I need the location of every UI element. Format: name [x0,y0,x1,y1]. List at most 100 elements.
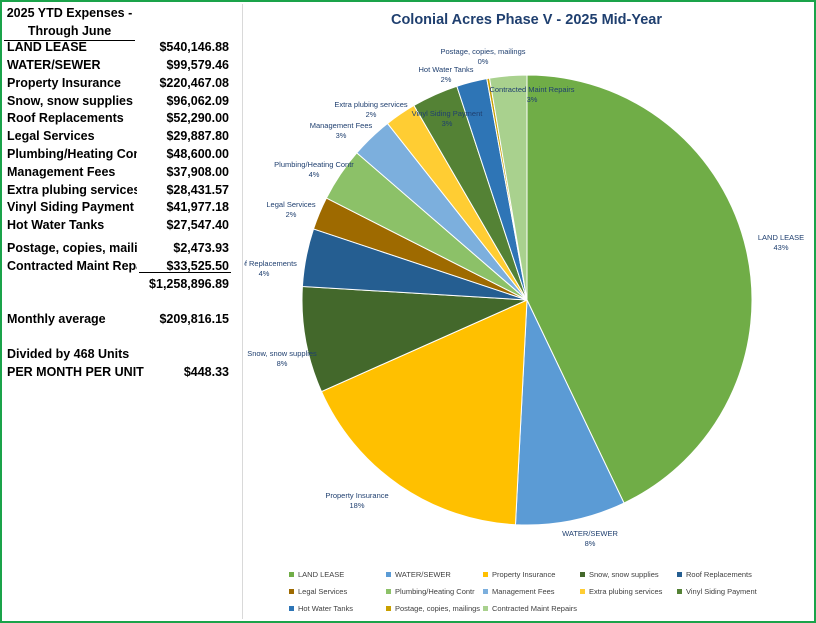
slice-label: WATER/SEWER [562,529,618,538]
expense-label: Property Insurance [7,76,121,90]
expense-label: Postage, copies, mailings [7,241,137,255]
slice-percent-label: 3% [527,95,538,104]
legend-label: Legal Services [298,587,348,596]
expense-label: Management Fees [7,165,116,179]
expense-label: Snow, snow supplies [7,94,133,108]
per-unit-label: PER MONTH PER UNIT [7,365,144,379]
legend-swatch [386,588,391,594]
slice-label: Vinyl Siding Payment [412,109,484,118]
slice-percent-label: 8% [585,539,596,548]
legend-item: Vinyl Siding Payment [677,584,757,600]
legend-item: LAND LEASE [289,567,344,583]
slice-label: Management Fees [310,121,373,130]
expense-row: Roof Replacements $52,290.00 [7,111,229,129]
legend-swatch [289,571,294,577]
expense-row: Plumbing/Heating Contr $48,600.00 [7,147,229,165]
legend-label: Management Fees [492,587,555,596]
expense-row: Property Insurance $220,467.08 [7,76,229,94]
legend-swatch [386,605,391,611]
divided-label: Divided by 468 Units [7,347,130,361]
pie-slice [488,74,528,301]
legend-item: Contracted Maint Repairs [483,601,577,617]
header-line-2: Through June [27,24,112,38]
pie-slice [514,299,625,526]
expense-amount: $29,887.80 [166,129,229,143]
expense-row: LAND LEASE $540,146.88 [7,40,229,58]
slice-percent-label: 18% [349,501,364,510]
legend-label: Snow, snow supplies [589,570,659,579]
chart-legend: LAND LEASE WATER/SEWER Property Insurance S… [289,567,809,619]
slice-label: Roof Replacements [244,259,297,268]
pie-slice [301,285,528,393]
sheet-header: 2025 YTD Expenses - Through June [4,4,135,41]
expense-label: Legal Services [7,129,95,143]
expense-row: Postage, copies, mailings $2,473.93 [7,241,229,259]
slice-percent-label: 2% [366,110,377,119]
expense-row: Extra plubing services $28,431.57 [7,183,229,201]
slice-label: Legal Services [266,200,315,209]
legend-label: Property Insurance [492,570,556,579]
expense-row: Vinyl Siding Payment $41,977.18 [7,200,229,218]
legend-label: Extra plubing services [589,587,663,596]
slice-percent-label: 3% [442,119,453,128]
legend-label: Plumbing/Heating Contr [395,587,475,596]
expense-label: Roof Replacements [7,111,124,125]
expense-row: Contracted Maint Repairs $33,525.50 [7,259,229,277]
legend-swatch [580,588,585,594]
slice-label: Contracted Maint Repairs [489,85,574,94]
legend-item: Extra plubing services [580,584,662,600]
chart-title: Colonial Acres Phase V - 2025 Mid-Year [390,12,663,28]
legend-label: Postage, copies, mailings [395,604,481,613]
expense-row: Management Fees $37,908.00 [7,165,229,183]
legend-item: Roof Replacements [677,567,752,583]
legend-label: Hot Water Tanks [298,604,354,613]
total-row: $1,258,896.89 [7,277,229,295]
expense-amount: $48,600.00 [166,147,229,161]
monthly-average-value: $209,816.15 [159,312,229,326]
divided-row: Divided by 468 Units [7,347,229,365]
panel-divider [242,4,243,619]
slice-percent-label: 4% [259,269,270,278]
pie-slice [526,74,753,504]
legend-swatch [386,571,391,577]
expense-label: LAND LEASE [7,40,87,54]
slice-percent-label: 0% [478,57,489,66]
expense-amount: $2,473.93 [173,241,229,255]
legend-label: WATER/SEWER [395,570,451,579]
legend-label: Contracted Maint Repairs [492,604,578,613]
header-line-1: 2025 YTD Expenses - [6,6,133,20]
legend-swatch [483,588,488,594]
slice-label: Hot Water Tanks [418,65,473,74]
slice-percent-label: 3% [336,131,347,140]
slice-label: Snow, snow supplies [247,349,317,358]
legend-swatch [289,605,294,611]
expense-row: Legal Services $29,887.80 [7,129,229,147]
expense-amount: $220,467.08 [159,76,229,90]
expense-label: Vinyl Siding Payment [7,200,134,214]
expense-row: Hot Water Tanks $27,547.40 [7,218,229,236]
monthly-average-row: Monthly average $209,816.15 [7,312,229,330]
legend-swatch [677,571,682,577]
slice-percent-label: 4% [309,170,320,179]
slice-label: LAND LEASE [758,233,804,242]
expense-amount: $37,908.00 [166,165,229,179]
slice-label: Plumbing/Heating Contr [274,160,354,169]
expense-amount: $33,525.50 [166,259,229,273]
total-amount: $1,258,896.89 [149,277,229,291]
expense-amount: $41,977.18 [166,200,229,214]
legend-label: Vinyl Siding Payment [686,587,757,596]
slice-label: Postage, copies, mailings [440,47,525,56]
per-unit-row: PER MONTH PER UNIT $448.33 [7,365,229,383]
legend-swatch [289,588,294,594]
legend-item: Snow, snow supplies [580,567,659,583]
legend-item: Legal Services [289,584,347,600]
monthly-average-label: Monthly average [7,312,106,326]
slice-label: Extra plubing services [334,100,408,109]
expense-amount: $27,547.40 [166,218,229,232]
slice-label: Property Insurance [325,491,388,500]
slice-percent-label: 2% [441,75,452,84]
legend-label: LAND LEASE [298,570,345,579]
expense-label: Hot Water Tanks [7,218,105,232]
legend-swatch [677,588,682,594]
